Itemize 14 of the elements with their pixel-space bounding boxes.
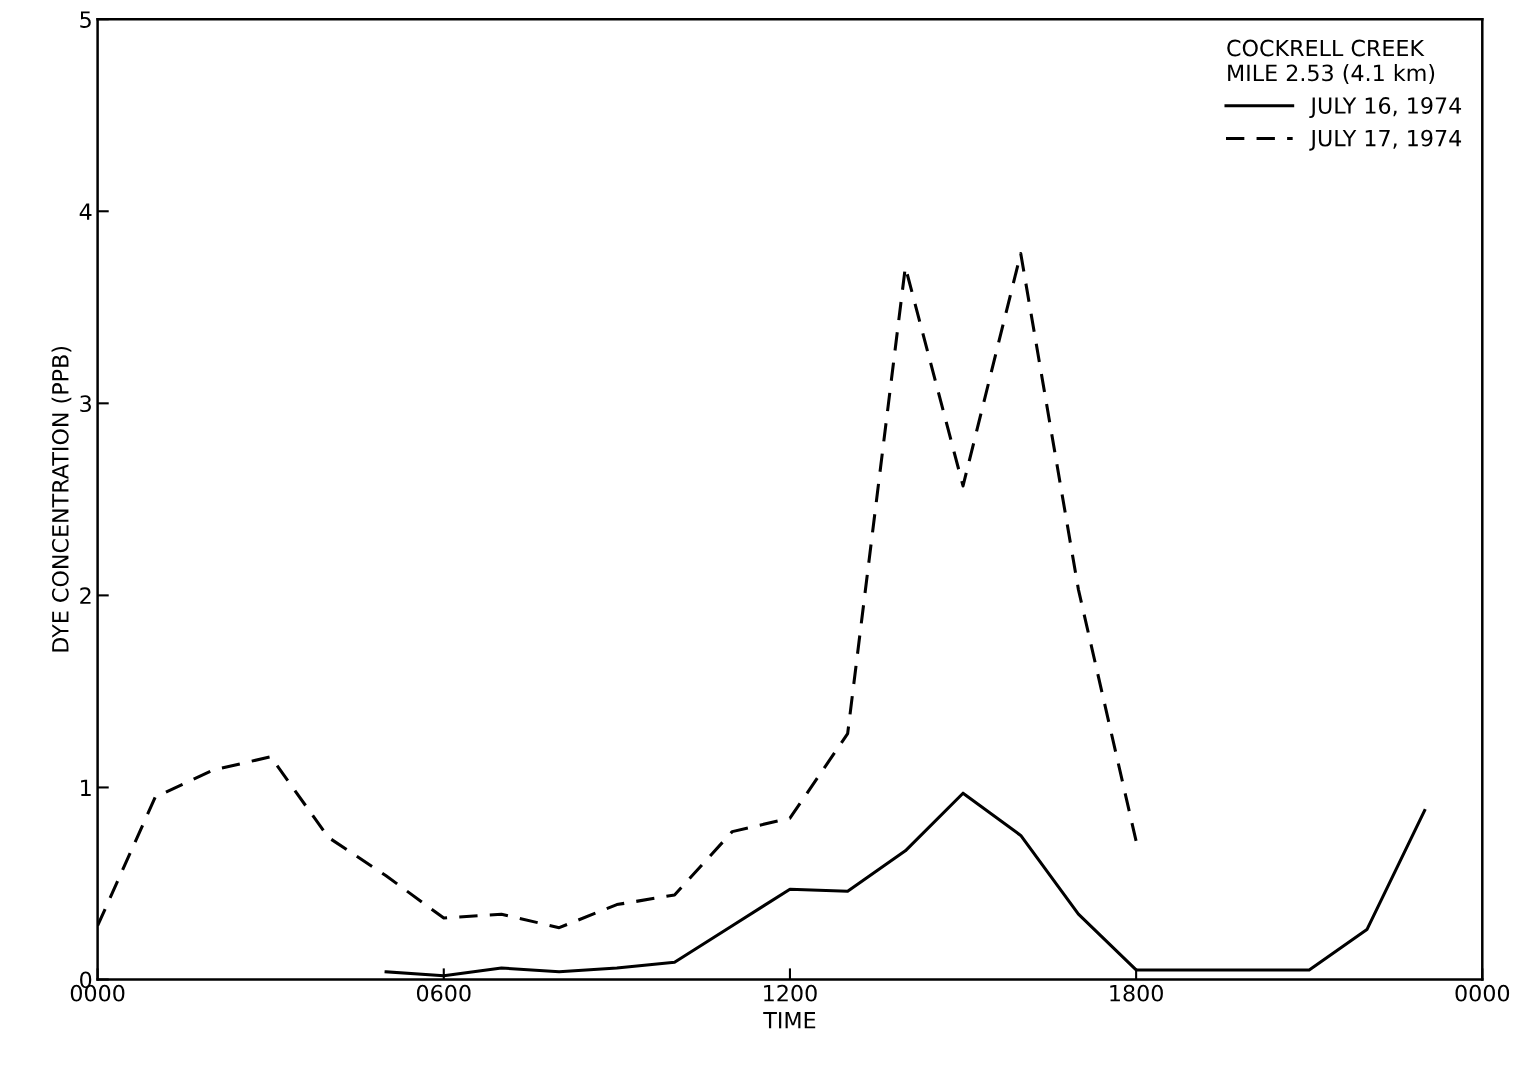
- y-tick-label: 1: [81, 779, 91, 796]
- x-tick-label: 1800: [1110, 984, 1163, 1002]
- legend-label: JULY 17, 1974: [1309, 129, 1462, 151]
- x-tick-label: 0000: [1455, 984, 1510, 1002]
- x-axis-title: TIME: [763, 1012, 816, 1029]
- y-axis-title: DYE CONCENTRATION (PPB): [51, 346, 72, 652]
- x-tick-label: 0600: [416, 984, 471, 1002]
- legend-label: JULY 16, 1974: [1309, 97, 1462, 119]
- legend-title: COCKRELL CREEK MILE 2.53 (4.1 km): [1227, 39, 1435, 84]
- y-tick-label: 3: [80, 395, 91, 413]
- x-tick-label: 1200: [764, 984, 817, 1002]
- y-tick-label: 2: [80, 587, 91, 604]
- y-tick-label: 4: [79, 203, 92, 220]
- y-tick-label: 5: [80, 11, 91, 28]
